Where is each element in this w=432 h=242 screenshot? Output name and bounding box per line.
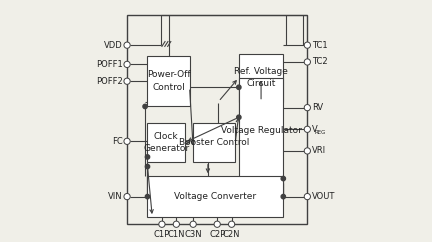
Text: C2N: C2N: [223, 230, 240, 239]
Bar: [147, 123, 185, 162]
Text: Booster Control: Booster Control: [179, 138, 249, 147]
Circle shape: [237, 115, 241, 120]
Text: Ref. Voltage
Circuit: Ref. Voltage Circuit: [234, 67, 288, 88]
Circle shape: [304, 193, 311, 200]
Bar: [239, 78, 283, 183]
Circle shape: [237, 85, 241, 90]
Circle shape: [124, 78, 130, 84]
Circle shape: [190, 221, 196, 227]
Text: Voltage Regulator: Voltage Regulator: [221, 126, 302, 135]
Text: C2P: C2P: [209, 230, 226, 239]
Text: VDD: VDD: [104, 41, 123, 50]
Circle shape: [229, 221, 235, 227]
Circle shape: [304, 42, 311, 48]
Bar: [147, 176, 283, 217]
Text: REG: REG: [314, 130, 326, 135]
Circle shape: [281, 194, 286, 199]
Circle shape: [124, 193, 130, 200]
Circle shape: [304, 148, 311, 154]
Text: C1N: C1N: [168, 230, 185, 239]
Circle shape: [145, 164, 149, 169]
Circle shape: [173, 221, 179, 227]
Circle shape: [143, 104, 147, 109]
Text: POFF2: POFF2: [96, 77, 123, 86]
Bar: [193, 123, 235, 162]
Text: VIN: VIN: [108, 192, 123, 201]
Circle shape: [145, 194, 149, 199]
Text: TC1: TC1: [311, 41, 327, 50]
Circle shape: [304, 105, 311, 111]
Circle shape: [145, 155, 149, 159]
Circle shape: [124, 138, 130, 144]
Text: FC: FC: [112, 137, 123, 146]
Circle shape: [304, 59, 311, 65]
Text: TC2: TC2: [311, 58, 327, 67]
Text: V: V: [311, 125, 318, 134]
Bar: [239, 53, 283, 102]
Circle shape: [214, 221, 220, 227]
Circle shape: [281, 176, 286, 181]
Text: Clock
Generator: Clock Generator: [143, 132, 189, 153]
Text: VOUT: VOUT: [311, 192, 335, 201]
Circle shape: [304, 126, 311, 132]
Bar: [127, 15, 307, 224]
Circle shape: [124, 42, 130, 48]
Bar: [147, 56, 190, 106]
Text: Voltage Converter: Voltage Converter: [175, 192, 257, 201]
Text: POFF1: POFF1: [96, 60, 123, 69]
Text: RV: RV: [311, 103, 323, 112]
Circle shape: [159, 221, 165, 227]
Text: Power-Off
Control: Power-Off Control: [147, 70, 191, 92]
Circle shape: [124, 61, 130, 68]
Text: VRI: VRI: [311, 146, 326, 155]
Text: C1P: C1P: [154, 230, 170, 239]
Text: C3N: C3N: [184, 230, 202, 239]
